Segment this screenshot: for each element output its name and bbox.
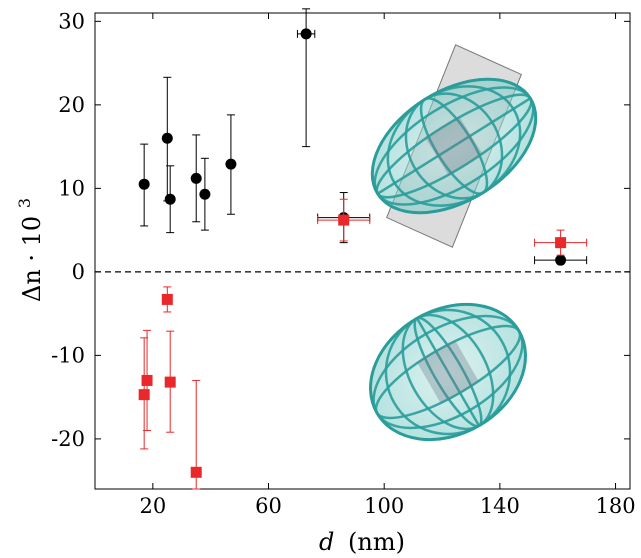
marker-circle — [300, 28, 312, 40]
data-marks — [138, 8, 588, 490]
data-point-circle — [161, 76, 173, 202]
y-axis-title: Δn · 10 3 — [15, 198, 46, 302]
marker-square — [141, 374, 153, 386]
x-tick-label: 140 — [480, 494, 520, 518]
x-tick-label: 60 — [255, 494, 282, 518]
marker-circle — [225, 158, 237, 170]
marker-circle — [190, 172, 202, 184]
y-axis: -20 -10 0 10 20 30 — [51, 9, 630, 451]
data-point-circle — [138, 143, 150, 227]
oblate-ellipsoid-with-plane-icon — [369, 302, 527, 442]
marker-circle — [164, 193, 176, 205]
data-point-circle — [296, 8, 316, 148]
plot-frame — [94, 12, 631, 490]
y-tick-label: 20 — [58, 93, 85, 117]
data-point-square — [164, 330, 176, 433]
x-axis-title: d (nm) — [319, 528, 405, 556]
data-point-square — [317, 198, 371, 242]
y-tick-label: 0 — [72, 260, 85, 284]
x-axis: 20 60 100 140 180 — [139, 13, 636, 518]
marker-square — [190, 466, 202, 478]
marker-square — [138, 389, 150, 401]
data-point-square — [161, 286, 173, 313]
y-tick-label: 30 — [58, 9, 85, 33]
x-tick-label: 20 — [139, 494, 166, 518]
data-point-circle — [164, 165, 176, 234]
data-point-square — [534, 229, 588, 256]
y-tick-label: -10 — [51, 343, 85, 367]
y-tick-label: 10 — [58, 176, 85, 200]
x-tick-label: 100 — [364, 494, 404, 518]
data-point-square — [190, 379, 202, 490]
data-point-square — [141, 329, 153, 432]
data-point-circle — [190, 134, 202, 223]
prolate-ellipsoid-with-plane-icon — [370, 44, 538, 248]
data-point-circle — [225, 114, 237, 215]
data-point-circle — [534, 254, 588, 266]
marker-square — [555, 237, 567, 249]
x-tick-label: 180 — [595, 494, 635, 518]
marker-square — [338, 214, 350, 226]
marker-circle — [199, 188, 211, 200]
marker-circle — [555, 254, 567, 266]
marker-circle — [138, 178, 150, 190]
y-tick-label: -20 — [51, 427, 85, 451]
marker-square — [161, 293, 173, 305]
data-point-circle — [199, 157, 211, 231]
marker-square — [164, 376, 176, 388]
marker-circle — [161, 132, 173, 144]
